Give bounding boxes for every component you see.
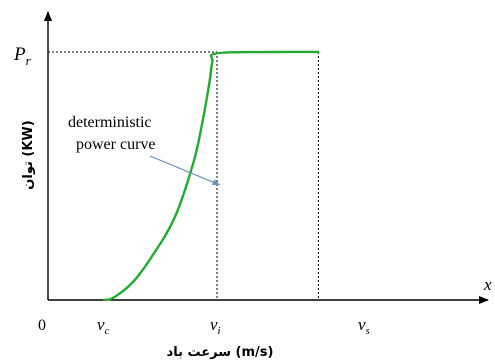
x-tick-label-vs: vs <box>358 315 370 337</box>
x-axis-letter: x <box>483 275 492 294</box>
x-axis-title: سرعت باد (m/s) <box>167 345 274 360</box>
annotation-line-1: deterministic <box>68 114 152 131</box>
y-tick-label-pr: Pr <box>13 44 32 68</box>
x-tick-label-vi: vi <box>210 315 221 337</box>
power-curve-line <box>103 50 320 302</box>
annotation-line-2: power curve <box>76 136 156 153</box>
origin-label: 0 <box>38 317 46 334</box>
x-tick-label-vc: vc <box>97 315 110 337</box>
annotation-arrow <box>149 155 221 186</box>
y-axis-title: توان (KW) <box>21 120 36 189</box>
